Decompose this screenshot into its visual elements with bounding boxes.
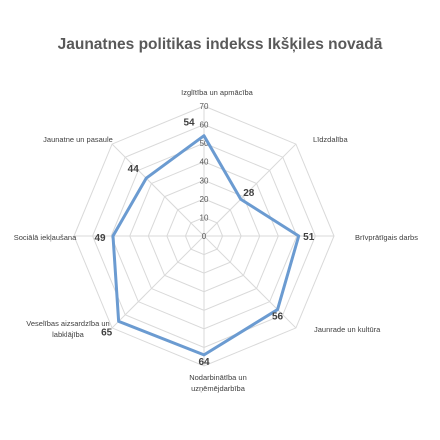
category-label: Veselības aizsardzība un labklājība — [26, 319, 109, 339]
data-label: 56 — [272, 312, 284, 323]
data-label: 28 — [243, 188, 255, 199]
tick-label: 60 — [200, 121, 209, 130]
tick-label: 20 — [200, 195, 209, 204]
tick-label: 30 — [200, 176, 209, 185]
grid-spoke — [111, 143, 205, 237]
category-label: Sociālā iekļaušana — [14, 233, 77, 242]
category-label: Jaunrade un kultūra — [314, 325, 381, 334]
category-label: Brīvprātīgais darbs — [355, 233, 418, 242]
category-label: Līdzdalība — [313, 135, 348, 144]
data-label: 49 — [94, 233, 106, 244]
tick-label: 40 — [200, 158, 209, 167]
category-label: Nodarbinātība un uzņēmējdarbība — [189, 373, 247, 393]
series-line — [111, 134, 301, 357]
grid-spoke — [203, 235, 297, 329]
tick-label: 70 — [200, 102, 209, 111]
tick-label: 10 — [200, 213, 209, 222]
data-label: 51 — [303, 232, 315, 243]
data-label: 65 — [101, 327, 113, 338]
data-label: 44 — [128, 164, 140, 175]
chart-title: Jaunatnes politikas indekss Ikšķiles nov… — [57, 36, 383, 53]
category-label: Izglītība un apmācība — [181, 88, 254, 97]
tick-label: 0 — [202, 232, 207, 241]
tick-label: 50 — [200, 139, 209, 148]
grid-spoke — [111, 235, 205, 329]
data-label: 64 — [198, 357, 210, 368]
grid-spoke — [203, 143, 297, 237]
category-label: Jaunatne un pasaule — [43, 135, 113, 144]
data-label: 54 — [183, 118, 195, 129]
